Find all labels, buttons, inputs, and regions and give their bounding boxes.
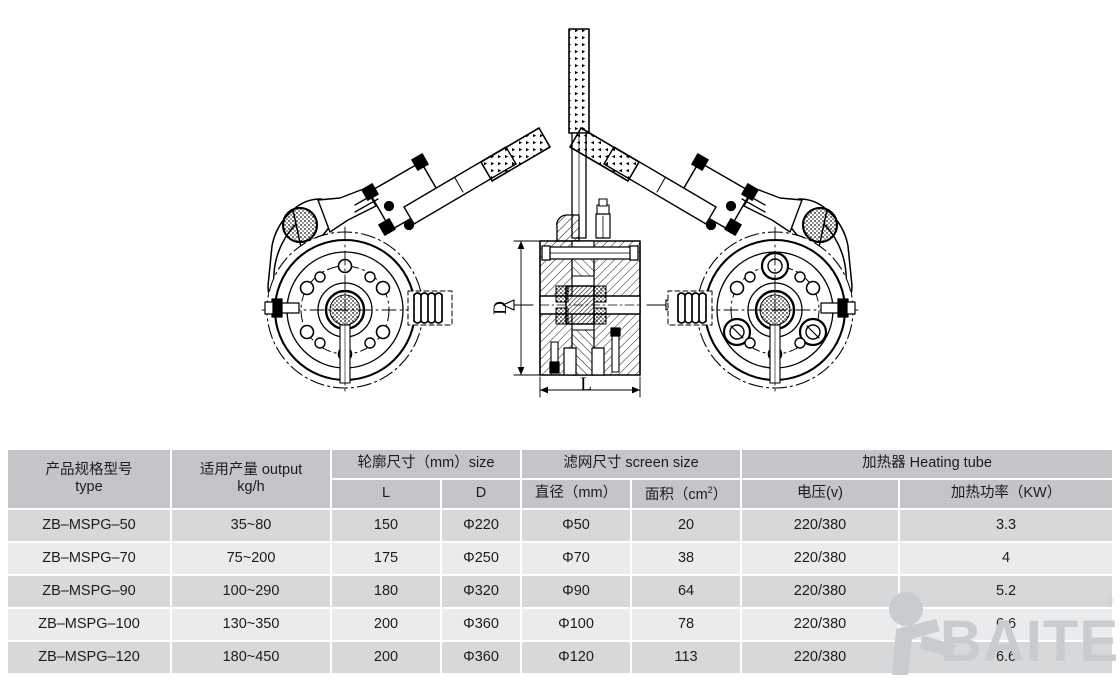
cell-screen-diameter: Φ50 bbox=[522, 510, 633, 543]
cell-l: 175 bbox=[332, 543, 442, 576]
table-row: ZB–MSPG–90 100~290 180 Φ320 Φ90 64 220/380 5.2 bbox=[8, 576, 1113, 609]
header-heater-group: 加热器 Heating tube bbox=[742, 450, 1113, 480]
cell-screen-area: 113 bbox=[632, 642, 743, 673]
cell-screen-diameter: Φ120 bbox=[522, 642, 633, 673]
cell-type: ZB–MSPG–90 bbox=[8, 576, 172, 609]
center-lever-handle bbox=[568, 28, 590, 239]
cell-voltage: 220/380 bbox=[742, 642, 901, 673]
dimension-L bbox=[539, 376, 641, 398]
cell-l: 180 bbox=[332, 576, 442, 609]
specification-table: 产品规格型号 type 适用产量 output kg/h 轮廓尺寸（mm）siz… bbox=[8, 450, 1113, 673]
header-type-cn: 产品规格型号 bbox=[45, 461, 133, 478]
cell-voltage: 220/380 bbox=[742, 609, 901, 642]
cell-output: 180~450 bbox=[172, 642, 332, 673]
cell-screen-area: 78 bbox=[632, 609, 743, 642]
header-type-en: type bbox=[75, 479, 103, 495]
cell-power: 5.2 bbox=[900, 576, 1113, 609]
right-lever-rod bbox=[569, 127, 717, 225]
cell-screen-diameter: Φ70 bbox=[522, 543, 633, 576]
cell-screen-diameter: Φ90 bbox=[522, 576, 633, 609]
header-heater-voltage: 电压(v) bbox=[742, 480, 901, 510]
cell-power: 6.6 bbox=[900, 642, 1113, 673]
cell-screen-area: 64 bbox=[632, 576, 743, 609]
left-lever-rod bbox=[403, 127, 551, 225]
cell-power: 3.3 bbox=[900, 510, 1113, 543]
right-heater-coil bbox=[667, 290, 713, 326]
table-row: ZB–MSPG–50 35~80 150 Φ220 Φ50 20 220/380 3.3 bbox=[8, 510, 1113, 543]
header-screen-area-sup: 2 bbox=[707, 484, 713, 495]
engineering-drawing: D L bbox=[261, 28, 859, 398]
cell-l: 150 bbox=[332, 510, 442, 543]
header-heater-power: 加热功率（KW） bbox=[900, 480, 1113, 510]
header-screen-diameter: 直径（mm） bbox=[522, 480, 633, 510]
cell-screen-diameter: Φ100 bbox=[522, 609, 633, 642]
cell-output: 35~80 bbox=[172, 510, 332, 543]
header-size-l: L bbox=[332, 480, 442, 510]
table-row: ZB–MSPG–70 75~200 175 Φ250 Φ70 38 220/380 4 bbox=[8, 543, 1113, 576]
dimension-label-D: D bbox=[490, 301, 511, 315]
flow-arrow-left bbox=[502, 299, 534, 311]
header-screen-group: 滤网尺寸 screen size bbox=[522, 450, 743, 480]
cell-type: ZB–MSPG–100 bbox=[8, 609, 172, 642]
header-output-unit: kg/h bbox=[237, 479, 265, 495]
header-type: 产品规格型号 type bbox=[8, 450, 172, 510]
cell-d: Φ360 bbox=[442, 642, 523, 673]
cell-voltage: 220/380 bbox=[742, 543, 901, 576]
cell-type: ZB–MSPG–50 bbox=[8, 510, 172, 543]
header-screen-area: 面积（cm2） bbox=[632, 480, 743, 510]
right-side-fitting bbox=[820, 298, 856, 318]
cell-output: 130~350 bbox=[172, 609, 332, 642]
cell-power: 6.6 bbox=[900, 609, 1113, 642]
dimension-D bbox=[513, 240, 544, 376]
dimension-label-L: L bbox=[580, 374, 592, 395]
cell-l: 200 bbox=[332, 609, 442, 642]
left-side-fitting bbox=[264, 298, 300, 318]
cell-voltage: 220/380 bbox=[742, 576, 901, 609]
cell-output: 75~200 bbox=[172, 543, 332, 576]
table-header-row-1: 产品规格型号 type 适用产量 output kg/h 轮廓尺寸（mm）siz… bbox=[8, 450, 1113, 510]
right-front-view bbox=[569, 127, 859, 394]
table-header-row-2: L D 直径（mm） 面积（cm2） 电压(v) 加热功率（KW） bbox=[8, 480, 1113, 510]
cell-d: Φ320 bbox=[442, 576, 523, 609]
cell-screen-area: 20 bbox=[632, 510, 743, 543]
header-size-d: D bbox=[442, 480, 523, 510]
cell-voltage: 220/380 bbox=[742, 510, 901, 543]
header-screen-area-pre: 面积（cm bbox=[644, 486, 708, 503]
cell-type: ZB–MSPG–120 bbox=[8, 642, 172, 673]
cell-type: ZB–MSPG–70 bbox=[8, 543, 172, 576]
header-screen-area-post: ） bbox=[712, 486, 728, 503]
left-front-view bbox=[261, 127, 551, 394]
header-output: 适用产量 output kg/h bbox=[172, 450, 332, 510]
cell-l: 200 bbox=[332, 642, 442, 673]
table-row: ZB–MSPG–100 130~350 200 Φ360 Φ100 78 220/380 6.… bbox=[8, 609, 1113, 642]
left-heater-coil bbox=[407, 290, 453, 326]
cell-d: Φ360 bbox=[442, 609, 523, 642]
cell-screen-area: 38 bbox=[632, 543, 743, 576]
cell-d: Φ250 bbox=[442, 543, 523, 576]
cell-output: 100~290 bbox=[172, 576, 332, 609]
table-body: ZB–MSPG–50 35~80 150 Φ220 Φ50 20 220/380 3.3 ZB–… bbox=[8, 510, 1113, 673]
header-size-group: 轮廓尺寸（mm）size bbox=[332, 450, 523, 480]
center-section-view bbox=[539, 198, 641, 376]
table-row: ZB–MSPG–120 180~450 200 Φ360 Φ120 113 220/380 6… bbox=[8, 642, 1113, 673]
cell-power: 4 bbox=[900, 543, 1113, 576]
cell-d: Φ220 bbox=[442, 510, 523, 543]
header-output-cn: 适用产量 output bbox=[199, 461, 303, 478]
